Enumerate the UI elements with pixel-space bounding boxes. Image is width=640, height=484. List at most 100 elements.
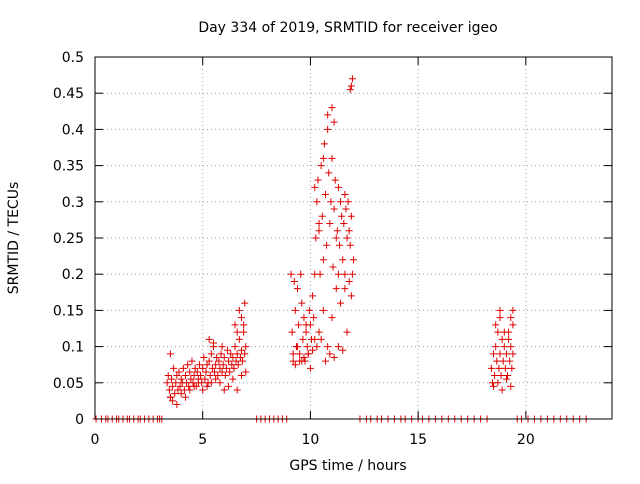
- data-point: [333, 227, 341, 235]
- data-point: [186, 386, 194, 394]
- data-point: [487, 364, 495, 372]
- data-point: [208, 364, 216, 372]
- y-tick-label: 0.1: [62, 340, 84, 356]
- data-point: [494, 328, 502, 336]
- data-point: [491, 372, 499, 380]
- data-point: [177, 375, 185, 383]
- data-point: [504, 372, 512, 380]
- data-point: [498, 386, 506, 394]
- data-point: [324, 343, 332, 351]
- data-point: [289, 350, 297, 358]
- data-point: [296, 350, 304, 358]
- data-point: [299, 335, 307, 343]
- data-point: [287, 270, 295, 278]
- data-point: [219, 361, 227, 369]
- data-point: [300, 314, 308, 322]
- data-point: [315, 227, 323, 235]
- data-point: [166, 393, 174, 401]
- y-axis-label: SRMTID / TECUs: [6, 182, 22, 295]
- data-point: [289, 357, 297, 365]
- data-point: [330, 205, 338, 213]
- data-point: [216, 379, 224, 387]
- data-point: [348, 75, 356, 83]
- data-point: [334, 343, 342, 351]
- data-point: [169, 382, 177, 390]
- data-point: [348, 270, 356, 278]
- data-point: [190, 382, 198, 390]
- data-point: [324, 111, 332, 119]
- data-point: [318, 212, 326, 220]
- data-point: [181, 393, 189, 401]
- data-point: [214, 372, 222, 380]
- data-point: [509, 350, 517, 358]
- data-point: [507, 343, 515, 351]
- data-point: [343, 328, 351, 336]
- data-point: [331, 176, 339, 184]
- data-point: [337, 198, 345, 206]
- data-point: [193, 368, 201, 376]
- data-point: [311, 183, 319, 191]
- data-point: [340, 220, 348, 228]
- data-point: [173, 372, 181, 380]
- data-point: [492, 321, 500, 329]
- grid-layer: [95, 57, 612, 419]
- x-tick-label: 10: [302, 432, 320, 448]
- data-point: [311, 335, 319, 343]
- data-point: [194, 379, 202, 387]
- data-point: [227, 350, 235, 358]
- data-point: [302, 328, 310, 336]
- data-point: [319, 256, 327, 264]
- data-point: [330, 118, 338, 126]
- data-point: [190, 372, 198, 380]
- data-point: [509, 321, 517, 329]
- data-point: [341, 285, 349, 293]
- x-axis-label: GPS time / hours: [289, 458, 406, 474]
- data-point: [172, 379, 180, 387]
- data-point: [328, 314, 336, 322]
- data-point: [329, 263, 337, 271]
- data-point: [296, 357, 304, 365]
- data-point: [350, 256, 357, 264]
- data-point: [218, 368, 226, 376]
- data-point: [163, 379, 171, 387]
- data-point: [305, 306, 313, 314]
- data-point: [240, 328, 248, 336]
- data-point: [191, 364, 199, 372]
- data-point: [494, 379, 502, 387]
- y-tick-label: 0.4: [62, 122, 84, 138]
- data-point: [229, 375, 237, 383]
- data-point: [321, 191, 329, 199]
- data-point: [173, 401, 181, 409]
- chart-title: Day 334 of 2019, SRMTID for receiver ige…: [198, 20, 497, 36]
- data-point: [327, 198, 335, 206]
- data-point: [345, 277, 353, 285]
- data-point: [183, 379, 191, 387]
- data-point: [326, 220, 334, 228]
- data-point: [207, 379, 215, 387]
- data-point: [291, 361, 299, 369]
- data-point: [235, 335, 243, 343]
- y-tick-label: 0.45: [53, 86, 84, 102]
- data-point: [347, 82, 355, 90]
- data-point: [237, 346, 245, 354]
- data-point: [226, 368, 234, 376]
- y-tick-label: 0.35: [53, 159, 84, 175]
- data-point: [206, 372, 214, 380]
- data-point: [209, 339, 217, 347]
- data-point: [218, 343, 226, 351]
- data-point: [334, 270, 342, 278]
- data-point: [500, 328, 508, 336]
- data-point: [177, 390, 185, 398]
- data-point: [506, 357, 514, 365]
- data-point: [346, 241, 354, 249]
- data-point: [176, 382, 184, 390]
- data-point: [203, 382, 211, 390]
- data-point: [233, 328, 241, 336]
- data-point: [288, 328, 296, 336]
- data-point: [323, 241, 331, 249]
- data-point: [328, 104, 336, 112]
- data-point: [335, 241, 343, 249]
- data-point: [328, 154, 336, 162]
- data-point: [509, 306, 517, 314]
